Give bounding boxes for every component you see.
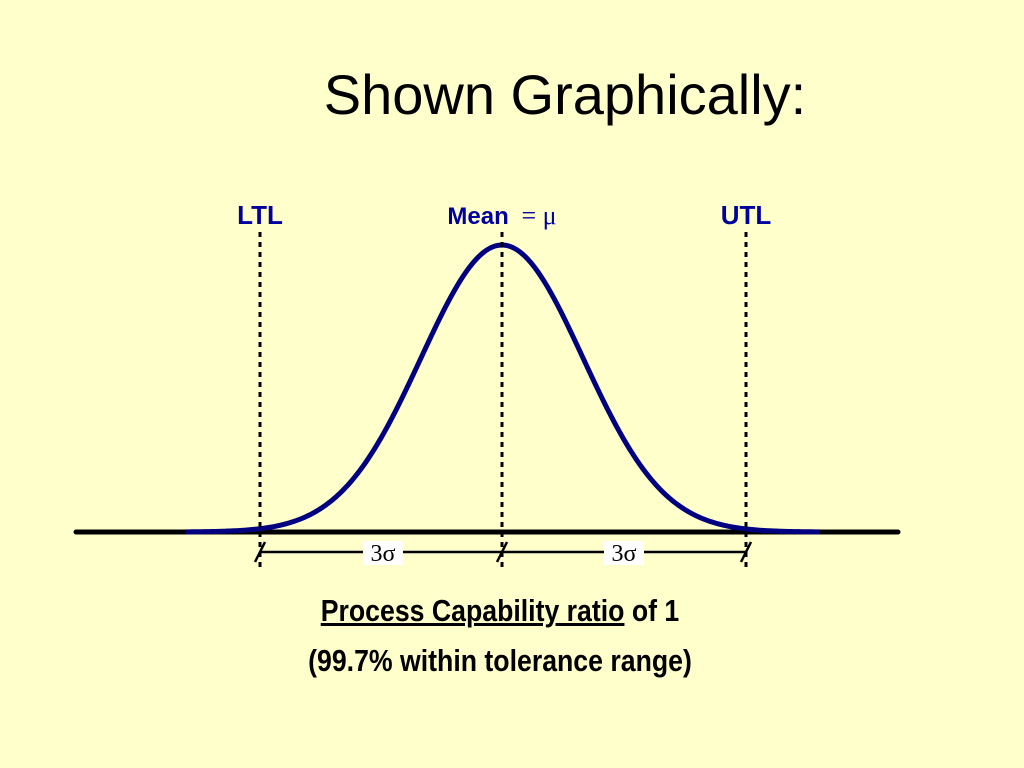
left-span-label-bg — [363, 541, 403, 565]
right-span-label: 3σ — [612, 541, 637, 567]
ltl-label: LTL — [237, 200, 283, 230]
caption-line-2: (99.7% within tolerance range) — [308, 643, 692, 678]
ltl-tick — [253, 541, 267, 563]
bell-curve — [185, 242, 821, 535]
mean-label: Mean = μ — [447, 201, 556, 230]
mean-symbol: = μ — [521, 201, 556, 230]
caption-underlined-term: Process Capability ratio — [320, 593, 625, 628]
left-span-label: 3σ — [371, 541, 396, 567]
right-span-label-bg — [604, 541, 644, 565]
slide-title: Shown Graphically: — [323, 63, 807, 126]
utl-tick — [739, 541, 753, 563]
caption-line-1: Process Capability ratio of 1 — [70, 593, 930, 629]
utl-label: UTL — [721, 200, 772, 230]
caption-line-1-rest: of 1 — [624, 593, 680, 628]
mean-word: Mean — [447, 203, 508, 230]
mean-tick — [495, 541, 509, 563]
